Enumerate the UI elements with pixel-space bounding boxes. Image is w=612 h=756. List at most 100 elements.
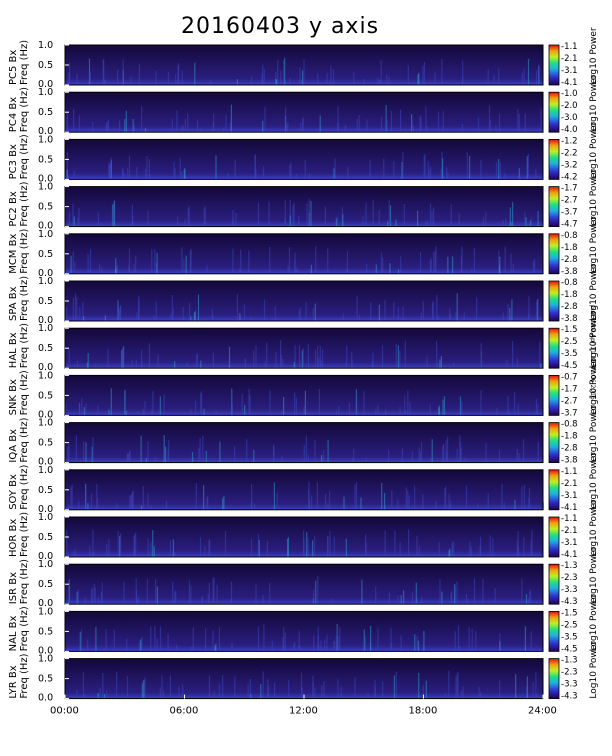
spectral-streak <box>303 59 305 85</box>
spectral-streak <box>417 74 419 85</box>
spectral-streak <box>170 314 172 321</box>
spectral-streak <box>440 355 442 369</box>
spectral-streak <box>169 539 171 557</box>
spectral-streak <box>295 269 297 274</box>
colorbar-label: Log10 Power <box>589 641 599 699</box>
spectral-streak <box>225 114 227 133</box>
spectral-streak <box>504 246 506 274</box>
spectral-streak <box>385 409 387 416</box>
spectral-streak <box>140 639 142 652</box>
spectral-streak <box>188 580 191 605</box>
spectral-streak <box>436 340 438 369</box>
spectral-streak <box>535 169 537 180</box>
spectral-streak <box>400 109 402 133</box>
colorbar-tick-label: -2.3 <box>561 573 578 583</box>
spectral-streak <box>353 71 355 85</box>
spectral-streak <box>124 172 126 180</box>
spectral-streak <box>454 585 456 605</box>
spectral-streak <box>72 203 74 227</box>
spectral-streak <box>175 590 177 605</box>
spectral-streak <box>73 109 75 133</box>
spectral-streak <box>258 540 260 557</box>
spectral-streak <box>263 299 266 321</box>
spectral-streak <box>531 530 533 557</box>
spectral-streak <box>422 494 424 510</box>
spectral-streak <box>397 500 399 510</box>
spectral-streak <box>523 484 525 510</box>
spectral-streak <box>420 442 423 463</box>
spectral-streak <box>331 598 333 605</box>
spectral-streak <box>515 674 517 699</box>
panel-ylabel: Freq (Hz) <box>19 87 30 132</box>
spectral-streak <box>480 351 482 369</box>
spectral-streak <box>219 441 221 463</box>
spectral-streak <box>323 450 325 463</box>
spectral-streak <box>213 691 215 699</box>
spectral-streak <box>116 671 118 699</box>
spectral-streak <box>375 264 377 274</box>
spectral-streak <box>271 640 273 652</box>
spectral-streak <box>163 435 165 463</box>
spectral-streak <box>126 410 128 416</box>
spectral-streak <box>79 402 81 416</box>
spectral-streak <box>375 586 377 605</box>
spectral-streak <box>381 482 383 510</box>
spectral-streak <box>455 676 457 699</box>
spectral-streak <box>428 170 430 180</box>
spectral-streak <box>372 352 374 369</box>
spectral-streak <box>513 392 516 416</box>
y-tick-label: 1.0 <box>38 654 53 665</box>
spectral-streak <box>498 113 501 133</box>
spectral-streak <box>459 646 461 652</box>
spectral-streak <box>89 72 91 85</box>
spectrogram-panel <box>65 139 543 180</box>
y-tick-label: 0.0 <box>38 551 53 562</box>
colorbar <box>548 327 560 369</box>
colorbar <box>548 280 560 322</box>
spectral-streak <box>310 200 312 227</box>
spectral-streak <box>222 675 224 699</box>
spectral-streak <box>80 629 82 652</box>
spectral-streak <box>192 627 194 652</box>
spectral-streak <box>113 200 116 227</box>
spectral-streak <box>384 530 386 557</box>
spectral-streak <box>335 410 337 416</box>
spectral-streak <box>236 294 238 321</box>
spectral-streak <box>325 493 327 510</box>
spectral-streak <box>206 498 208 510</box>
spectral-streak <box>198 448 200 463</box>
spectral-streak <box>518 168 520 180</box>
spectral-streak <box>128 248 131 274</box>
spectral-streak <box>140 505 143 510</box>
spectral-streak <box>301 79 303 85</box>
spectral-streak <box>309 173 311 180</box>
spectral-streak <box>302 348 304 369</box>
spectral-streak <box>171 295 173 321</box>
spectral-streak <box>482 217 484 227</box>
panel-ylabel: Freq (Hz) <box>19 181 30 226</box>
spectral-streak <box>530 539 532 557</box>
spectral-streak <box>263 624 265 652</box>
spectral-streak <box>190 316 192 321</box>
colorbar-tick-label: -2.1 <box>561 54 578 64</box>
spectral-streak <box>200 391 203 416</box>
spectrogram-panel <box>65 328 543 369</box>
spectral-streak <box>122 167 124 180</box>
spectral-streak <box>432 301 434 321</box>
spectral-streak <box>526 156 528 180</box>
spectral-streak <box>303 537 305 557</box>
spectral-streak <box>321 455 323 463</box>
y-tick-label: 1.0 <box>38 559 53 570</box>
spectral-streak <box>224 531 227 557</box>
spectral-streak <box>288 680 290 699</box>
spectral-streak <box>425 106 427 133</box>
spectral-streak <box>65 403 67 416</box>
spectral-streak <box>417 210 419 227</box>
spectral-streak <box>529 589 532 605</box>
y-tick-label: 1.0 <box>38 370 53 381</box>
spectral-streak <box>382 681 384 699</box>
spectral-streak <box>187 113 189 133</box>
spectral-streak <box>287 122 289 133</box>
spectral-streak <box>504 173 506 180</box>
spectral-streak <box>318 388 320 416</box>
